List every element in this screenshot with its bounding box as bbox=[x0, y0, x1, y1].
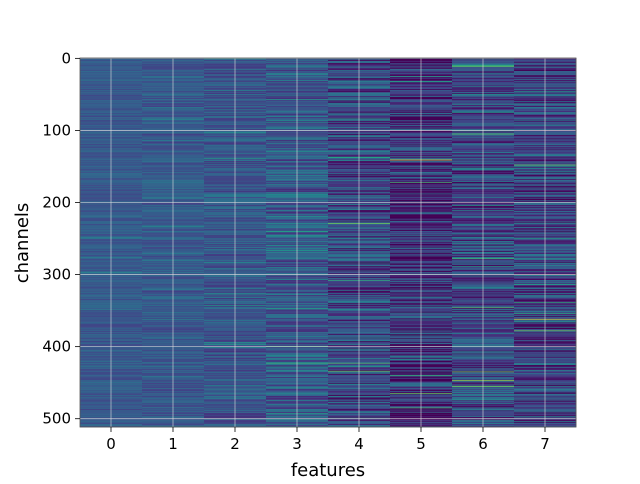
y-axis-label: channels bbox=[12, 203, 33, 284]
x-tick-label: 4 bbox=[354, 435, 364, 453]
x-tick-label: 6 bbox=[478, 435, 488, 453]
plot-frame bbox=[79, 57, 577, 428]
x-tick-label: 7 bbox=[540, 435, 550, 453]
x-axis: 0 1 2 3 4 5 6 7 bbox=[106, 427, 550, 453]
y-tick-label: 0 bbox=[61, 49, 71, 67]
heatmap-grid bbox=[80, 57, 576, 427]
y-tick-label: 300 bbox=[42, 266, 71, 284]
y-axis: 0 100 200 300 400 500 bbox=[42, 49, 80, 428]
y-tick-label: 500 bbox=[42, 410, 71, 428]
heatmap-cells bbox=[80, 58, 577, 428]
x-tick-label: 3 bbox=[292, 435, 302, 453]
y-tick-label: 400 bbox=[42, 338, 71, 356]
x-tick-label: 1 bbox=[168, 435, 178, 453]
y-tick-label: 100 bbox=[42, 121, 71, 139]
y-tick-label: 200 bbox=[42, 194, 71, 212]
x-tick-label: 2 bbox=[230, 435, 240, 453]
x-tick-label: 0 bbox=[106, 435, 116, 453]
x-tick-label: 5 bbox=[416, 435, 426, 453]
x-axis-label: features bbox=[291, 460, 365, 480]
